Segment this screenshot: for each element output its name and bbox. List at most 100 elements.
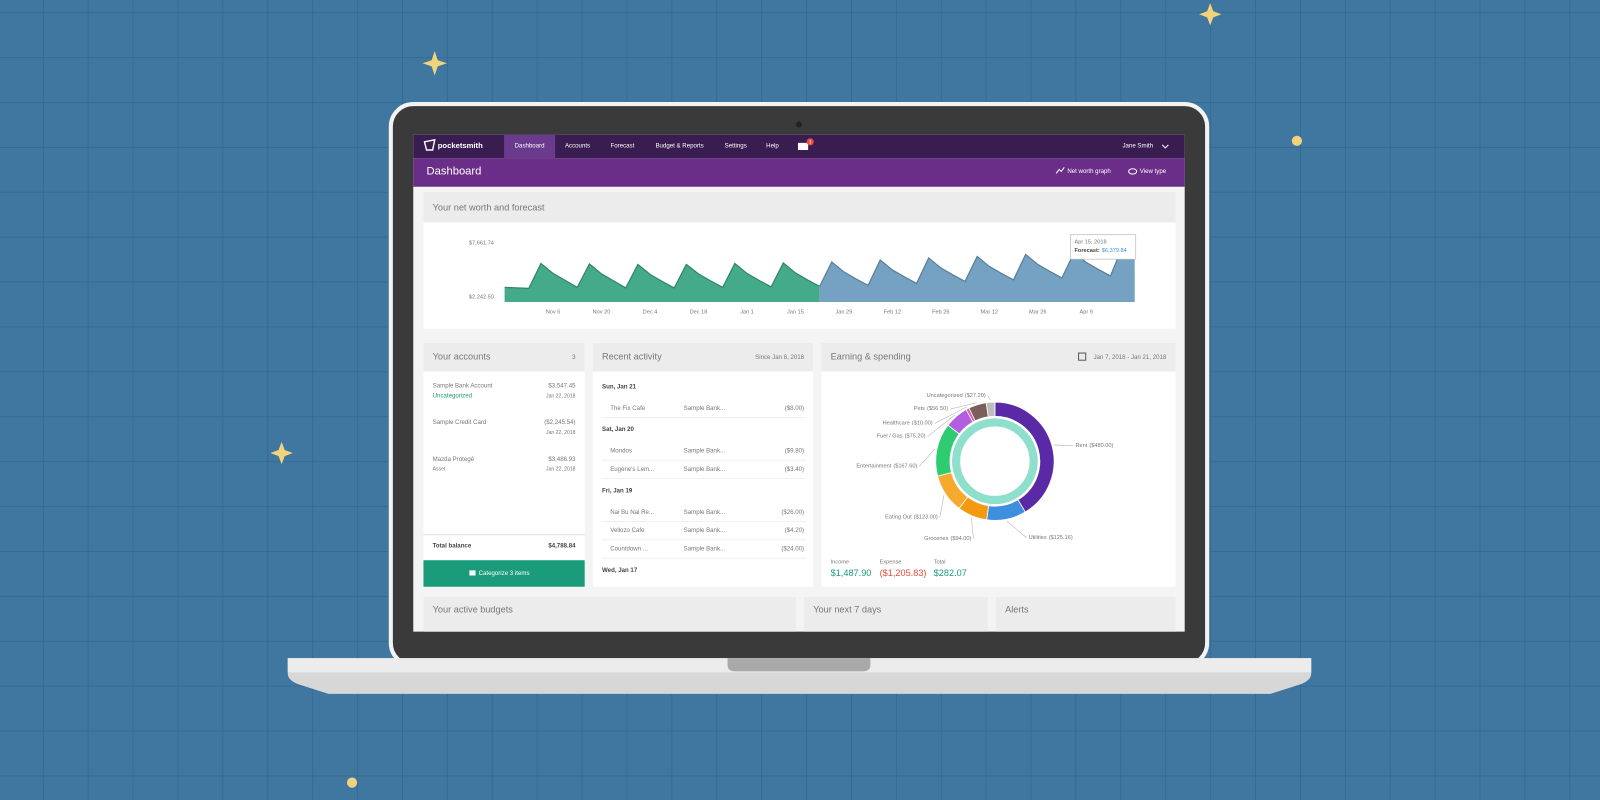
x-tick-label: Dec 4 <box>643 310 658 316</box>
panel <box>423 342 585 587</box>
label-value: ($125.16) <box>1049 535 1073 541</box>
account-balance: ($2,245.54) <box>544 419 575 426</box>
label-category: Fuel / Gas <box>877 434 903 440</box>
payee[interactable]: Nai Bu Nai Re... <box>610 509 654 516</box>
panel-header <box>423 342 585 372</box>
nav-active-tab <box>504 134 556 159</box>
sparkle <box>422 51 447 76</box>
user-name[interactable]: Jane Smith <box>1122 143 1153 150</box>
payee[interactable]: Mondos <box>610 448 632 455</box>
panel-header <box>423 596 796 632</box>
donut-label: Utilities ($125.16) <box>1029 535 1073 541</box>
header-action[interactable]: View type <box>1140 168 1167 175</box>
label-category: Groceries <box>924 536 949 542</box>
leader-line <box>939 495 945 518</box>
label-category: Pets <box>914 407 925 413</box>
y-tick-label: $7,661.74 <box>469 240 494 246</box>
payee[interactable]: Countdown ... <box>610 546 648 553</box>
account-count: 3 <box>572 354 576 361</box>
donut-hole <box>964 430 1026 492</box>
day-heading: Sun, Jan 21 <box>602 383 637 390</box>
x-tick-label: Mar 12 <box>981 310 998 316</box>
x-tick-label: Jan 29 <box>835 310 852 316</box>
total-value: ($1,205.83) <box>880 568 927 578</box>
user-chevron[interactable] <box>1161 144 1169 149</box>
amount: ($24.00) <box>781 546 804 553</box>
leader-line <box>919 448 936 467</box>
tooltip-text: Forecast: $6,379.84 <box>1074 249 1126 255</box>
nav-item[interactable]: Accounts <box>565 143 590 150</box>
mail-icon[interactable] <box>797 142 809 150</box>
x-tick-label: Apr 9 <box>1080 310 1093 316</box>
donut-segment <box>985 401 996 418</box>
tooltip-value: $6,379.84 <box>1102 249 1127 255</box>
logo[interactable]: pocketsmith <box>438 141 483 150</box>
account-name[interactable]: Mazda Protegé <box>433 456 475 463</box>
x-tick-label: Nov 20 <box>593 310 611 316</box>
logo-icon <box>423 138 436 151</box>
donut-label: Pets ($56.50) <box>914 407 948 413</box>
payee[interactable]: Eugene's Lem... <box>610 466 654 473</box>
sparkle <box>270 441 293 465</box>
day-heading: Fri, Jan 19 <box>602 487 633 494</box>
donut-label: Rent ($480.00) <box>1076 443 1114 449</box>
donut-label: Entertainment ($167.60) <box>856 464 917 470</box>
payee[interactable]: Vellozo Cafe <box>610 527 645 534</box>
account-name[interactable]: Sample Credit Card <box>433 419 487 426</box>
day-heading: Sat, Jan 20 <box>602 426 635 433</box>
nav-item[interactable]: Dashboard <box>515 143 545 150</box>
account: Sample Bank... <box>684 466 726 473</box>
label-value: ($167.60) <box>893 464 917 470</box>
folder-icon <box>469 570 476 576</box>
account-status: Asset <box>433 467 446 473</box>
amount: ($9.80) <box>785 448 804 455</box>
payee[interactable]: The Fix Cafe <box>610 405 646 412</box>
categorize-button[interactable] <box>423 560 585 587</box>
label-category: Uncategorized <box>927 393 963 399</box>
area <box>819 246 1135 303</box>
laptop-notch <box>727 658 871 672</box>
account-date: Jan 22, 2018 <box>546 430 576 436</box>
total-label: Total balance <box>433 543 472 550</box>
panel-header <box>821 342 1176 372</box>
panel-header <box>423 191 1176 223</box>
button-label[interactable]: Categorize 3 items <box>479 570 530 577</box>
label-category: Healthcare <box>883 421 910 427</box>
x-tick-label: Feb 26 <box>932 310 949 316</box>
panel-title: Recent activity <box>602 352 662 362</box>
nav-item[interactable]: Budget & Reports <box>655 143 703 150</box>
donut-label: Healthcare ($10.00) <box>883 421 933 427</box>
panel <box>592 342 814 587</box>
label-category: Rent <box>1076 443 1088 449</box>
nav-item[interactable]: Help <box>766 143 779 150</box>
leader-line <box>971 517 974 539</box>
account: Sample Bank... <box>684 405 726 412</box>
account-name[interactable]: Sample Bank Account <box>433 382 493 389</box>
activity-list: Sun, Jan 21 The Fix Cafe Sample Bank... ($8… <box>602 383 807 574</box>
label-category: Entertainment <box>856 464 891 470</box>
nav-item[interactable]: Forecast <box>611 143 635 150</box>
label-value: ($75.20) <box>905 434 926 440</box>
account-balance: $3,486.93 <box>548 456 576 463</box>
camera <box>795 121 803 128</box>
x-tick-label: Jan 15 <box>787 310 804 316</box>
date-range[interactable]: Jan 7, 2018 - Jan 21, 2018 <box>1094 354 1167 361</box>
sparkle-dot <box>1291 135 1303 146</box>
x-tick-label: Jan 1 <box>740 310 754 316</box>
calendar-icon[interactable] <box>1078 352 1087 361</box>
net-worth-chart: $2,242.50 $7,661.74 Nov 6 Nov 20 Dec 4 Dec 18… <box>469 240 1136 316</box>
sparkle-dot <box>346 777 358 788</box>
spending-donut: Rent ($480.00) Utilities ($125.16) Groceries… <box>856 393 1113 542</box>
label-category: Utilities <box>1029 535 1047 541</box>
nav-item[interactable]: Settings <box>725 143 747 150</box>
panel-title: Earning & spending <box>831 352 911 362</box>
header-action[interactable]: Net worth graph <box>1067 168 1110 175</box>
account-status[interactable]: Uncategorized <box>433 393 472 400</box>
panel-title: Your next 7 days <box>813 605 881 615</box>
eye-icon[interactable] <box>1128 168 1138 175</box>
graph-icon[interactable] <box>1055 167 1065 174</box>
badge <box>806 138 814 146</box>
y-tick-label: $2,242.50 <box>469 294 494 300</box>
day-heading: Wed, Jan 17 <box>602 567 638 574</box>
page-header <box>413 158 1185 187</box>
